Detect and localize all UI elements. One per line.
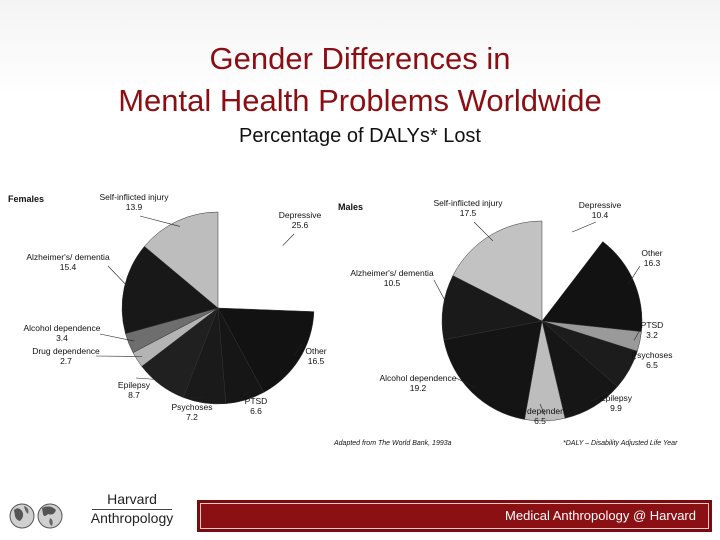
male-value-alzheimer-s-dementia: 10.5 (384, 278, 401, 288)
female-value-other: 16.5 (308, 356, 325, 366)
female-label-ptsd: PTSD 6.6 (245, 396, 268, 416)
male-value-alcohol-dependence: 19.2 (410, 383, 427, 393)
slide-subtitle: Percentage of DALYs* Lost (239, 125, 481, 147)
male-label-alcohol-dependence: Alcohol dependence 19.2 (379, 373, 456, 393)
footer-brand: Harvard Anthropology (84, 491, 180, 527)
title-line-1: Gender Differences in (209, 41, 511, 76)
male-value-ptsd: 3.2 (646, 330, 658, 340)
female-leader-self-inflicted-injury (139, 215, 180, 227)
brand-line-2: Anthropology (90, 510, 174, 526)
male-label-depressive: Depressive 10.4 (579, 200, 622, 220)
male-label-alzheimer-s-dementia: Alzheimer's/ dementia 10.5 (350, 268, 434, 288)
male-leader-psychoses (623, 357, 637, 368)
female-label-alzheimer-s-dementia: Alzheimer's/ dementia 15.4 (26, 252, 110, 272)
female-label-psychoses: Psychoses 7.2 (171, 402, 212, 422)
male-leader-other (628, 265, 641, 285)
globe-logo-icon (9, 503, 63, 529)
footer-bar: Medical Anthropology @ Harvard (197, 500, 712, 532)
male-slice-other (541, 241, 643, 332)
female-value-psychoses: 7.2 (186, 412, 198, 422)
female-label-other: Other 16.5 (305, 346, 326, 366)
male-value-drug-dependence: 6.5 (534, 416, 546, 426)
male-leader-self-inflicted-injury (473, 221, 494, 242)
female-label-depressive: Depressive 25.6 (279, 210, 322, 230)
female-leader-psychoses (191, 396, 206, 399)
female-value-alcohol-dependence: 3.4 (56, 333, 68, 343)
male-leader-ptsd (633, 329, 641, 341)
pie-charts-svg: Depressive 25.6 Other 16.5 PTSD 6.6 Psychoses 7… (8, 192, 678, 447)
female-leader-drug-dependence (95, 355, 143, 357)
male-pie (441, 220, 643, 422)
female-pie (121, 211, 315, 405)
male-leader-drug-dependence (539, 403, 545, 416)
pie-labels: Depressive 25.6 Other 16.5 PTSD 6.6 Psychoses 7… (23, 192, 672, 426)
female-leader-other (294, 343, 303, 356)
female-pie-title: Females (8, 194, 44, 204)
female-leader-depressive (282, 233, 295, 246)
female-value-depressive: 25.6 (292, 220, 309, 230)
brand-line-1: Harvard (107, 491, 157, 507)
male-label-ptsd: PTSD 3.2 (641, 320, 664, 340)
male-label-self-inflicted-injury: Self-inflicted injury 17.5 (434, 198, 504, 218)
footer-bar-text: Medical Anthropology @ Harvard (200, 503, 709, 529)
male-label-epilepsy: Epilepsy 9.9 (600, 393, 633, 413)
female-label-self-inflicted-injury: Self-inflicted injury 13.9 (100, 192, 170, 212)
female-value-ptsd: 6.6 (250, 406, 262, 416)
pie-chart-figure: Depressive 25.6 Other 16.5 PTSD 6.6 Psychoses 7… (4, 186, 704, 456)
brand-divider (92, 509, 172, 510)
male-value-depressive: 10.4 (592, 210, 609, 220)
female-value-self-inflicted-injury: 13.9 (126, 202, 143, 212)
female-leader-alzheimer-s-dementia (107, 265, 131, 290)
male-leader-alcohol-dependence (455, 377, 477, 389)
daly-note: *DALY – Disability Adjusted Life Year (563, 440, 678, 447)
female-value-epilepsy: 8.7 (128, 390, 140, 400)
male-value-epilepsy: 9.9 (610, 403, 622, 413)
female-slice-self-inflicted-injury (144, 211, 219, 309)
female-slice-other (217, 307, 315, 393)
male-slice-alcohol-dependence (443, 320, 543, 420)
male-pie-title: Males (338, 202, 363, 212)
female-value-alzheimer-s-dementia: 15.4 (60, 262, 77, 272)
female-label-alcohol-dependence: Alcohol dependence 3.4 (23, 323, 100, 343)
male-label-other: Other 16.3 (641, 248, 662, 268)
female-leader-epilepsy (135, 377, 165, 381)
source-note: Adapted from The World Bank, 1993a (333, 440, 452, 447)
female-slice-alzheimer-s-dementia (121, 245, 219, 334)
female-label-epilepsy: Epilepsy 8.7 (118, 380, 151, 400)
male-leader-alzheimer-s-dementia (433, 279, 450, 308)
slide-title: Gender Differences in Mental Health Prob… (0, 38, 720, 122)
male-leader-epilepsy (590, 391, 609, 402)
female-label-drug-dependence: Drug dependence 2.7 (32, 346, 100, 366)
male-value-other: 16.3 (644, 258, 661, 268)
female-value-drug-dependence: 2.7 (60, 356, 72, 366)
male-label-psychoses: Psychoses 6.5 (631, 350, 672, 370)
female-leader-ptsd (243, 391, 251, 395)
title-line-2: Mental Health Problems Worldwide (118, 83, 602, 118)
male-value-psychoses: 6.5 (646, 360, 658, 370)
male-label-drug-dependence: Drug dependence 6.5 (506, 406, 574, 426)
male-leader-depressive (572, 221, 597, 233)
male-slice-self-inflicted-injury (452, 220, 543, 322)
female-leader-alcohol-dependence (99, 333, 135, 342)
male-value-self-inflicted-injury: 17.5 (460, 208, 477, 218)
